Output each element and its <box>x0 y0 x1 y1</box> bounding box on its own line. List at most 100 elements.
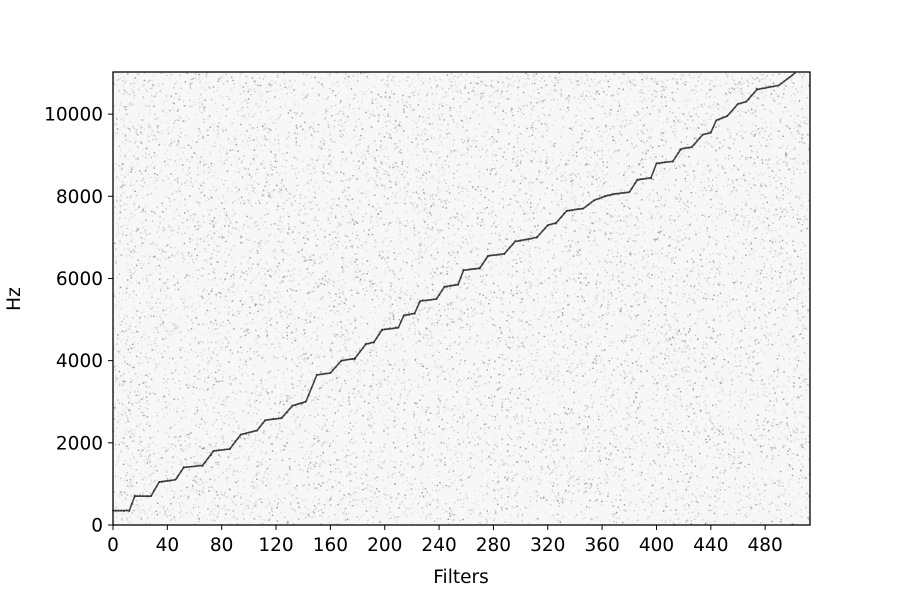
peak-point <box>411 313 413 315</box>
peak-point <box>430 299 432 301</box>
peak-point <box>294 404 296 406</box>
peak-point <box>340 360 343 362</box>
peak-point <box>460 277 462 279</box>
x-tick-label: 440 <box>693 535 728 556</box>
peak-point <box>720 117 723 119</box>
y-tick-label: 8000 <box>56 187 103 208</box>
peak-point <box>590 201 593 203</box>
peak-point <box>492 254 495 256</box>
peak-point <box>185 466 188 468</box>
peak-point <box>316 373 318 376</box>
peak-point <box>557 219 560 222</box>
peak-point <box>688 147 690 149</box>
peak-point <box>756 88 758 91</box>
peak-point <box>383 328 386 330</box>
peak-point <box>514 240 516 242</box>
peak-point <box>791 74 794 77</box>
peak-point <box>158 481 160 483</box>
peak-point <box>283 414 285 417</box>
peak-point <box>470 268 473 270</box>
peak-point <box>174 478 177 481</box>
peak-point <box>397 326 400 329</box>
peak-point <box>128 510 131 512</box>
peak-point <box>245 433 247 435</box>
peak-point <box>220 449 223 451</box>
y-tick-label: 0 <box>91 516 103 537</box>
peak-point <box>511 243 514 245</box>
peak-point <box>356 354 359 356</box>
x-tick-label: 0 <box>107 535 119 556</box>
peak-point <box>381 328 383 331</box>
peak-point <box>147 495 150 498</box>
peak-point <box>457 283 459 285</box>
peak-point <box>389 327 391 330</box>
peak-point <box>250 431 253 433</box>
peak-point <box>606 194 609 197</box>
peak-point <box>275 417 277 420</box>
peak-point <box>343 359 345 362</box>
peak-point <box>623 192 625 194</box>
peak-point <box>750 94 753 97</box>
peak-point <box>601 196 603 199</box>
peak-point <box>788 76 791 78</box>
peak-point <box>354 358 356 360</box>
x-tick-label: 120 <box>258 535 293 556</box>
peak-point <box>139 494 141 497</box>
peak-point <box>329 371 332 374</box>
peak-point <box>337 362 340 365</box>
peak-point <box>280 416 283 419</box>
x-tick-label: 200 <box>367 535 402 556</box>
peak-point <box>726 115 728 117</box>
peak-point <box>723 116 726 118</box>
peak-point <box>191 465 193 468</box>
peak-point <box>636 179 639 181</box>
peak-point <box>174 478 177 481</box>
peak-point <box>354 357 356 359</box>
peak-point <box>419 300 421 302</box>
x-tick-label: 240 <box>421 535 456 556</box>
peak-point <box>628 190 631 193</box>
peak-point <box>302 402 304 404</box>
x-tick-label: 160 <box>313 535 348 556</box>
peak-point <box>229 447 231 450</box>
peak-point <box>367 343 370 345</box>
peak-point <box>359 350 362 352</box>
peak-point <box>318 373 321 376</box>
peak-point <box>182 466 185 468</box>
peak-point <box>658 162 660 165</box>
peak-point <box>136 494 139 497</box>
peak-point <box>639 178 641 180</box>
peak-point <box>780 82 783 85</box>
peak-point <box>576 208 579 210</box>
peak-point <box>672 160 674 163</box>
peak-point <box>620 191 622 194</box>
peak-point <box>636 178 639 181</box>
peak-point <box>484 259 487 261</box>
peak-point <box>669 160 671 163</box>
peak-point <box>405 314 408 316</box>
peak-point <box>563 212 565 215</box>
y-tick-label: 10000 <box>44 105 103 126</box>
peak-point <box>120 510 122 512</box>
peak-point <box>650 177 652 180</box>
peak-point <box>745 101 747 103</box>
peak-point <box>498 254 500 256</box>
peak-point <box>655 162 658 164</box>
peak-point <box>685 146 688 149</box>
x-tick-label: 360 <box>584 535 619 556</box>
peak-point <box>778 84 780 86</box>
peak-point <box>753 92 756 94</box>
peak-point <box>441 289 443 292</box>
peak-point <box>468 268 470 270</box>
peak-point <box>237 437 239 440</box>
peak-point <box>778 85 780 87</box>
peak-point <box>544 227 546 230</box>
peak-point <box>144 495 147 497</box>
peak-point <box>166 480 169 482</box>
peak-point <box>424 299 427 302</box>
peak-point <box>748 98 750 100</box>
peak-point <box>647 177 650 180</box>
peak-point <box>479 266 481 269</box>
peak-point <box>188 466 190 468</box>
peak-point <box>571 209 573 212</box>
